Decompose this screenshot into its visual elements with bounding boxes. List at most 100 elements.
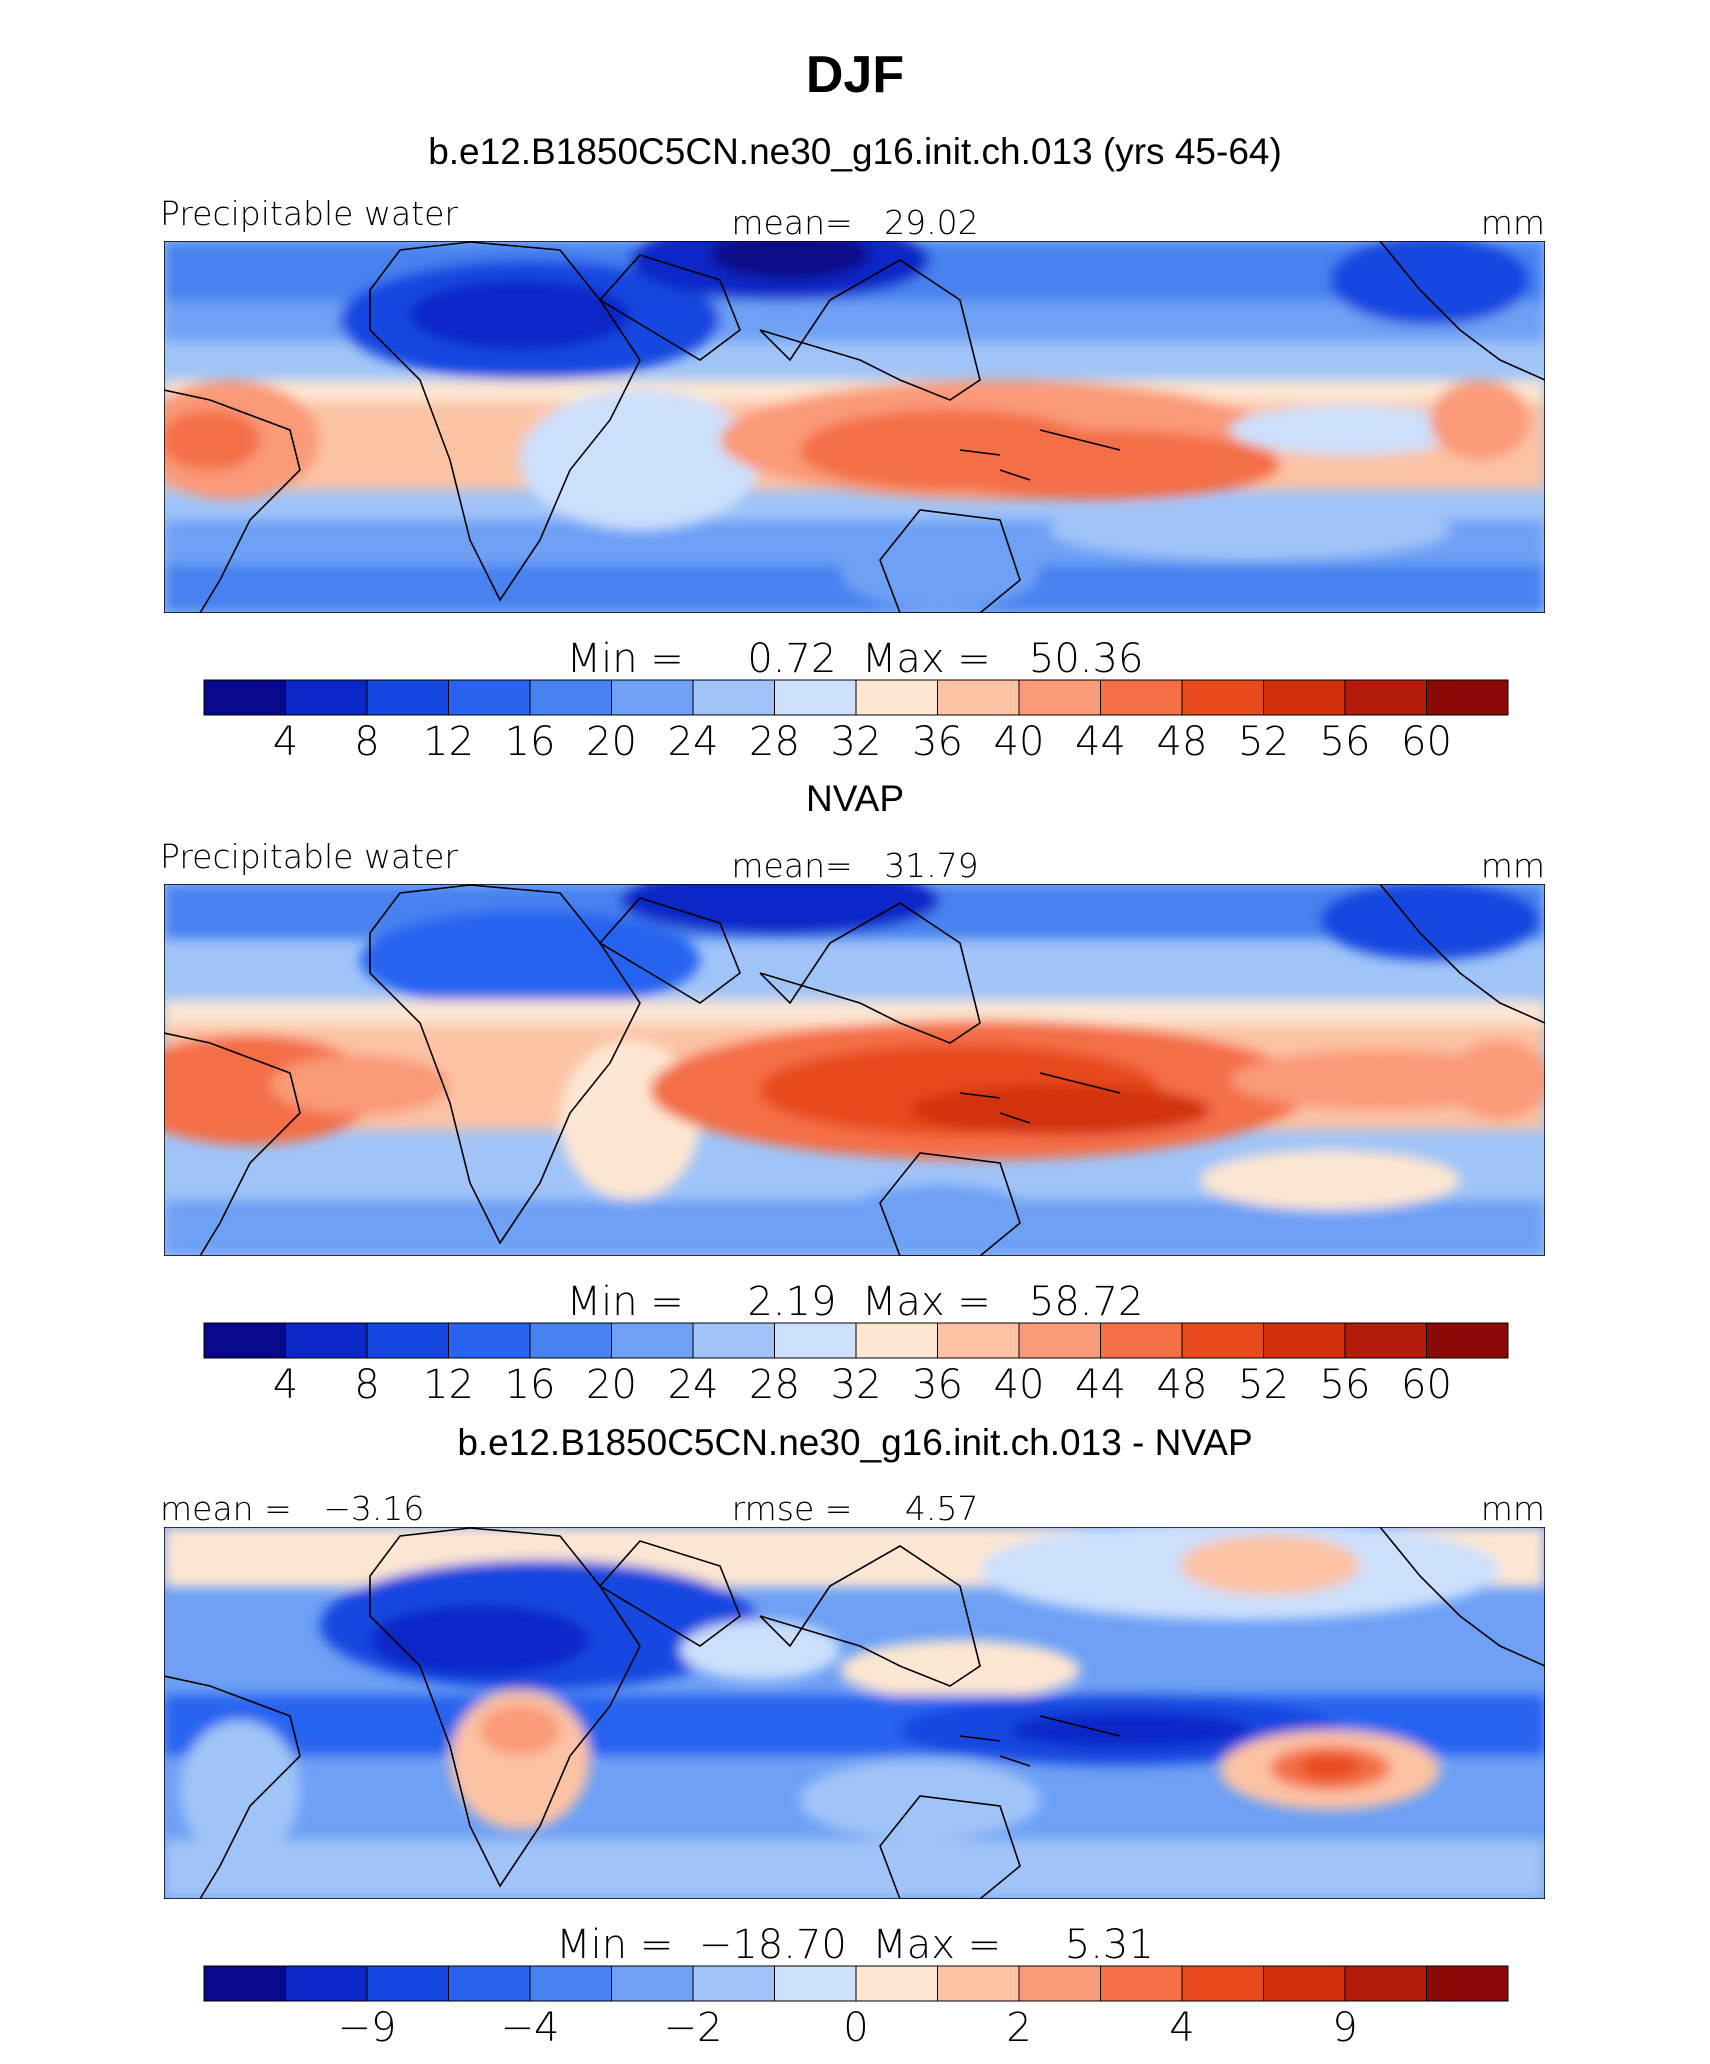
colorbar-swatch — [529, 1965, 612, 2002]
colorbar-swatch — [1344, 679, 1427, 716]
colorbar-tick-label: 9 — [1332, 2005, 1357, 2051]
colorbar-tick-label: 52 — [1238, 719, 1289, 765]
colorbar-swatch — [611, 1322, 694, 1359]
colorbar-tick-label: 52 — [1238, 1362, 1289, 1408]
colorbar-swatch — [1263, 1965, 1346, 2002]
colorbar-swatch — [285, 1965, 368, 2002]
colorbar: 4 8 12 16 20 24 28 32 36 40 44 48 52 56 60 — [203, 1322, 1509, 1408]
colorbar-swatch — [203, 679, 286, 716]
colorbar-swatch — [1181, 1965, 1264, 2002]
colorbar-tick-label: 8 — [354, 1362, 379, 1408]
colorbar-swatch — [855, 1965, 938, 2002]
colorbar-swatch — [203, 1322, 286, 1359]
panel-subtitle: NVAP — [806, 778, 904, 819]
colorbar-tick-label: 24 — [668, 1362, 719, 1408]
colorbar-swatch — [529, 1322, 612, 1359]
colorbar-swatch — [692, 1965, 775, 2002]
colorbar-swatch — [774, 1965, 857, 2002]
colorbar-tick-label: 40 — [994, 1362, 1045, 1408]
colorbar-swatch — [366, 1322, 449, 1359]
colorbar-swatch — [1018, 1322, 1101, 1359]
colorbar-tick-label: 16 — [505, 1362, 556, 1408]
colorbar-tick-label: 20 — [586, 719, 637, 765]
colorbar-swatch — [1263, 679, 1346, 716]
colorbar-tick-label: 40 — [994, 719, 1045, 765]
colorbar-swatch — [1263, 1322, 1346, 1359]
panel-subtitle: b.e12.B1850C5CN.ne30_g16.init.ch.013 - N… — [457, 1422, 1252, 1463]
mean-label: mean= 31.79 — [731, 846, 978, 885]
colorbar-swatch — [692, 679, 775, 716]
units-label: mm — [1481, 846, 1545, 885]
colorbar-tick-label: 0 — [843, 2005, 868, 2051]
colorbar-tick-label: −4 — [501, 2005, 560, 2051]
colorbar-swatch — [1426, 679, 1509, 716]
colorbar-swatch — [285, 679, 368, 716]
colorbar-swatch — [366, 679, 449, 716]
colorbar-tick-label: 44 — [1075, 1362, 1126, 1408]
colorbar-swatch — [1100, 679, 1183, 716]
colorbar-swatch — [1100, 1322, 1183, 1359]
min-max-label: Min = −18.70 Max = 5.31 — [556, 1922, 1154, 1968]
colorbar-swatch — [1426, 1322, 1509, 1359]
colorbar-tick-label: 16 — [505, 719, 556, 765]
min-max-label: Min = 0.72 Max = 50.36 — [567, 636, 1144, 682]
colorbar-tick-label: 60 — [1401, 719, 1452, 765]
panel-model: b.e12.B1850C5CN.ne30_g16.init.ch.013 (yr… — [160, 131, 1545, 765]
colorbar: 4 8 12 16 20 24 28 32 36 40 44 48 52 56 60 — [203, 679, 1509, 765]
units-label: mm — [1481, 1489, 1545, 1528]
colorbar-swatch — [366, 1965, 449, 2002]
colorbar-tick-label: 20 — [586, 1362, 637, 1408]
colorbar-swatch — [611, 1965, 694, 2002]
colorbar-tick-label: 12 — [423, 1362, 474, 1408]
figure-title: DJF — [806, 46, 904, 104]
variable-label: Precipitable water — [160, 837, 458, 876]
panel-observation: NVAP Precipitable water mean= 31.79 mm — [160, 778, 1545, 1408]
colorbar-swatch — [937, 1322, 1020, 1359]
colorbar-swatch — [1181, 1322, 1264, 1359]
colorbar-tick-label: 44 — [1075, 719, 1126, 765]
colorbar-tick-label: 48 — [1157, 719, 1208, 765]
colorbar-swatch — [285, 1322, 368, 1359]
colorbar-swatch — [855, 1322, 938, 1359]
colorbar-tick-label: 4 — [273, 1362, 298, 1408]
colorbar-tick-label: 60 — [1401, 1362, 1452, 1408]
colorbar-tick-label: 12 — [423, 719, 474, 765]
variable-label: Precipitable water — [160, 194, 458, 233]
colorbar-tick-label: 36 — [912, 719, 963, 765]
panel-difference: b.e12.B1850C5CN.ne30_g16.init.ch.013 - N… — [160, 1422, 1545, 2051]
colorbar-tick-label: 36 — [912, 1362, 963, 1408]
colorbar-swatch — [1181, 679, 1264, 716]
map-field — [164, 1527, 1545, 1899]
colorbar-swatch — [448, 679, 531, 716]
colorbar-tick-label: 56 — [1320, 1362, 1371, 1408]
colorbar-tick-label: 4 — [273, 719, 298, 765]
colorbar-swatch — [448, 1322, 531, 1359]
colorbar-swatch — [774, 1322, 857, 1359]
colorbar-swatch — [1426, 1965, 1509, 2002]
colorbar-tick-label: 32 — [831, 719, 882, 765]
map-field — [164, 241, 1545, 613]
colorbar-swatch — [203, 1965, 286, 2002]
colorbar-swatch — [1344, 1965, 1427, 2002]
colorbar-swatch — [937, 1965, 1020, 2002]
rmse-label: rmse = 4.57 — [732, 1489, 979, 1528]
colorbar-tick-label: 48 — [1157, 1362, 1208, 1408]
colorbar-swatch — [855, 679, 938, 716]
colorbar-tick-label: 24 — [668, 719, 719, 765]
colorbar-tick-label: 2 — [1006, 2005, 1031, 2051]
colorbar-tick-label: −2 — [664, 2005, 723, 2051]
colorbar-tick-label: 28 — [749, 719, 800, 765]
colorbar-swatch — [1344, 1322, 1427, 1359]
colorbar-tick-label: 56 — [1320, 719, 1371, 765]
colorbar-tick-label: 28 — [749, 1362, 800, 1408]
colorbar-swatch — [611, 679, 694, 716]
panel-subtitle: b.e12.B1850C5CN.ne30_g16.init.ch.013 (yr… — [428, 131, 1282, 172]
units-label: mm — [1481, 203, 1545, 242]
colorbar-swatch — [937, 679, 1020, 716]
colorbar: −9 −4 −2 0 2 4 9 — [203, 1965, 1509, 2051]
colorbar-swatch — [1018, 1965, 1101, 2002]
colorbar-swatch — [529, 679, 612, 716]
colorbar-tick-label: 8 — [354, 719, 379, 765]
colorbar-swatch — [1018, 679, 1101, 716]
